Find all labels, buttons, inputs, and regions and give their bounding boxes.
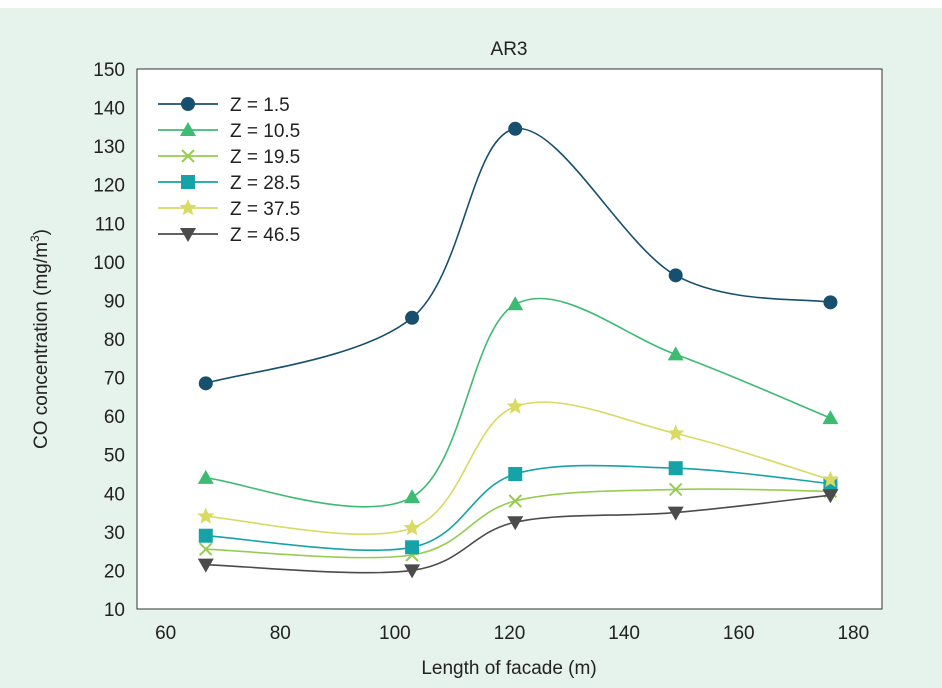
data-point	[198, 528, 213, 543]
legend-item: Z = 10.5	[158, 121, 300, 142]
legend-label: Z = 1.5	[230, 95, 290, 116]
marker-stroke	[508, 494, 522, 508]
data-point	[197, 507, 215, 524]
y-tick-label: 150	[93, 60, 125, 81]
series-5	[197, 397, 839, 536]
data-point	[405, 540, 420, 555]
legend-label: Z = 10.5	[230, 121, 300, 142]
y-tick-label: 10	[104, 600, 125, 621]
data-point	[507, 296, 524, 311]
data-point	[404, 564, 421, 579]
data-point	[508, 121, 523, 136]
y-tick-label: 30	[104, 523, 125, 544]
x-tick-label: 100	[379, 623, 411, 644]
legend-label: Z = 37.5	[230, 199, 300, 220]
data-point	[823, 295, 838, 310]
data-point	[198, 376, 213, 391]
y-axis-title-main: CO concentration (mg/m	[31, 242, 52, 449]
y-tick-label: 50	[104, 446, 125, 467]
marker-stroke	[668, 482, 683, 497]
y-axis-title: CO concentration (mg/m3)	[28, 229, 52, 449]
data-point	[668, 461, 683, 476]
data-point	[667, 506, 684, 521]
y-tick-label: 40	[104, 484, 125, 505]
data-point	[508, 467, 523, 481]
data-point	[508, 494, 522, 508]
data-point	[667, 346, 684, 361]
top-strip	[0, 0, 942, 8]
data-point	[403, 519, 421, 536]
legend-marker	[181, 175, 195, 189]
data-point	[821, 470, 839, 488]
y-axis-ticks: 10 20 30 40 50 60 70 80 90 100 110 120 130 140 150	[93, 60, 125, 621]
y-tick-label: 110	[95, 214, 125, 235]
data-point	[197, 558, 214, 573]
series-2	[197, 296, 839, 508]
x-tick-label: 180	[837, 623, 869, 644]
y-axis-title-suffix: )	[31, 229, 52, 235]
x-tick-label: 80	[270, 623, 291, 644]
legend-item: Z = 37.5	[158, 199, 300, 220]
y-tick-label: 20	[104, 561, 125, 582]
legend-item: Z = 46.5	[158, 225, 300, 246]
data-point	[668, 482, 683, 497]
legend-marker	[179, 199, 197, 216]
series-layer	[197, 121, 839, 579]
legend-item: Z = 28.5	[158, 173, 300, 194]
marker-stroke	[181, 149, 195, 163]
x-tick-label: 120	[494, 623, 526, 644]
y-tick-label: 130	[93, 137, 125, 158]
y-tick-label: 140	[93, 99, 125, 120]
x-axis-ticks: 60 80 100 120 140 160 180	[155, 623, 869, 644]
chart-title: AR3	[491, 39, 528, 60]
data-point	[822, 489, 839, 504]
data-point	[404, 489, 421, 504]
legend-marker	[180, 122, 196, 136]
y-tick-label: 90	[104, 291, 125, 312]
x-tick-label: 140	[608, 623, 640, 644]
legend-marker	[180, 228, 196, 242]
data-point	[199, 542, 213, 556]
data-point	[668, 268, 683, 283]
data-point	[667, 424, 685, 441]
data-point	[506, 397, 524, 414]
y-tick-label: 100	[93, 253, 125, 274]
series-4	[198, 461, 838, 555]
y-tick-label: 70	[104, 369, 125, 390]
legend: Z = 1.5 Z = 10.5 Z = 19.5 Z = 28.5 Z = 37.5 Z…	[158, 95, 300, 246]
legend-label: Z = 28.5	[230, 173, 300, 194]
data-point	[197, 469, 214, 484]
legend-item: Z = 1.5	[158, 95, 290, 116]
x-tick-label: 60	[155, 623, 176, 644]
legend-marker	[181, 149, 195, 163]
series-1	[198, 121, 838, 391]
y-tick-label: 120	[93, 176, 125, 197]
x-tick-label: 160	[723, 623, 755, 644]
y-axis-title-superscript: 3	[28, 235, 42, 242]
marker-stroke	[199, 542, 213, 556]
series-6	[197, 489, 839, 579]
y-tick-label: 60	[104, 407, 125, 428]
data-point	[822, 410, 839, 425]
data-point	[507, 516, 524, 531]
legend-item: Z = 19.5	[158, 147, 300, 168]
legend-label: Z = 46.5	[230, 225, 300, 246]
data-point	[405, 310, 420, 325]
legend-label: Z = 19.5	[230, 147, 300, 168]
x-axis-title: Length of facade (m)	[421, 658, 596, 679]
y-tick-label: 80	[104, 330, 125, 351]
legend-marker	[181, 97, 195, 111]
